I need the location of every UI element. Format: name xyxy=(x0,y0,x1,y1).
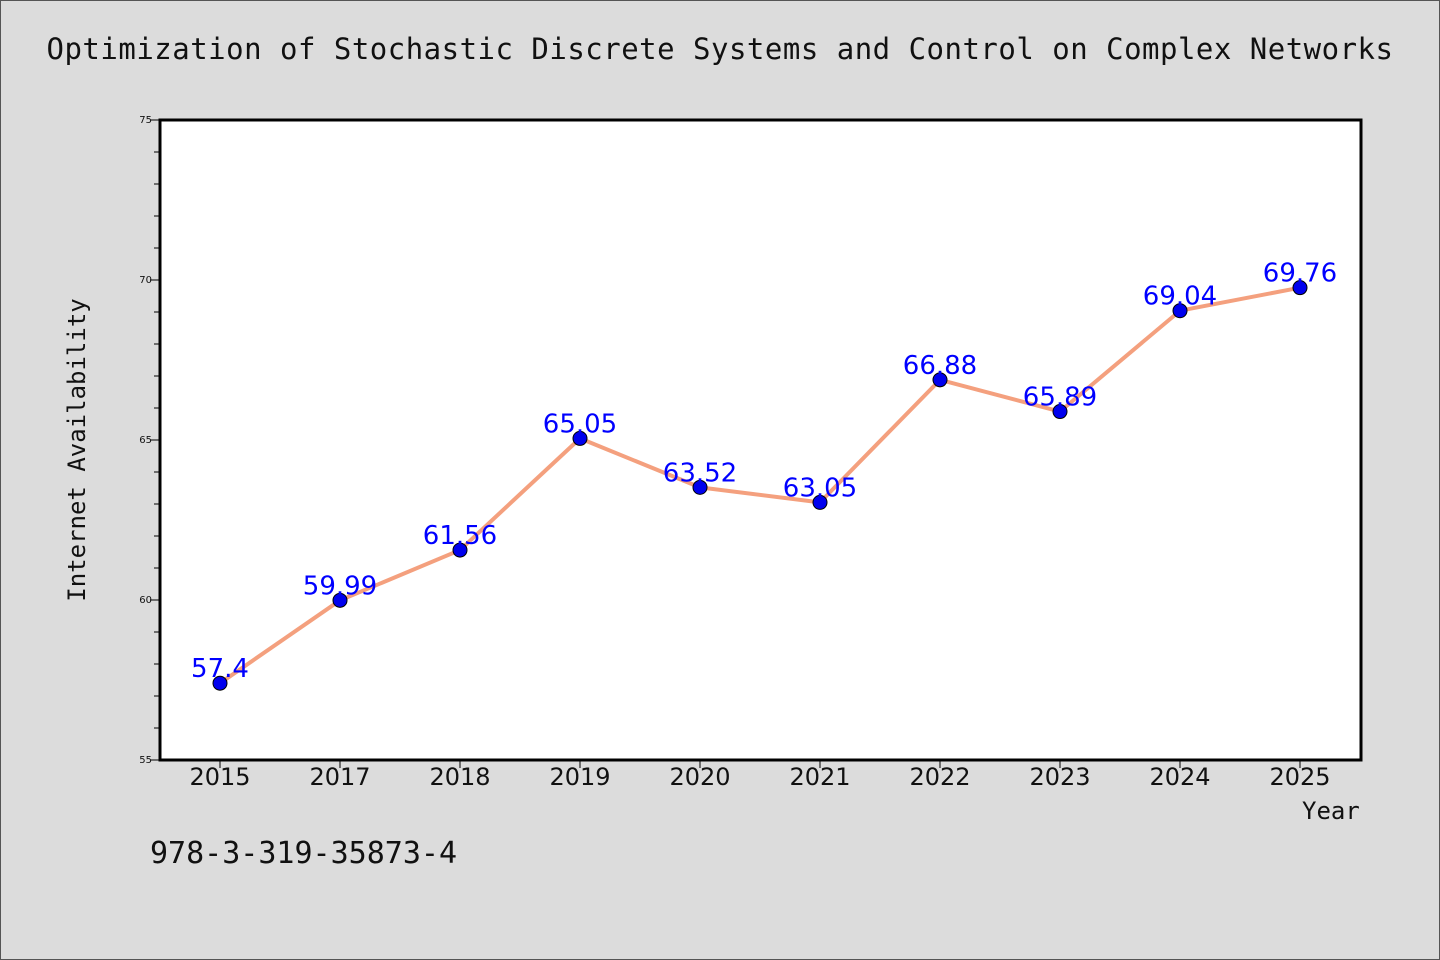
data-point xyxy=(332,592,348,608)
data-point xyxy=(452,542,468,558)
series-line xyxy=(218,285,1302,686)
data-markers xyxy=(212,280,1308,691)
x-tick-label: 2018 xyxy=(429,763,490,791)
y-tick-label: 55 xyxy=(139,755,152,766)
x-tick-label: 2023 xyxy=(1029,763,1090,791)
y-tick-label: 60 xyxy=(139,595,152,606)
data-labels: 57.4 59.99 61.56 65.05 63.52 63.05 66.88 65.89 6… xyxy=(191,259,1337,685)
x-tick-label: 2022 xyxy=(909,763,970,791)
x-axis-label: Year xyxy=(1302,797,1360,825)
data-label: 57.4 xyxy=(191,654,249,684)
x-tick-label: 2024 xyxy=(1149,763,1210,791)
x-axis-ticks: 2015 2017 2018 2019 2020 2021 2022 2023 2024 2025 xyxy=(189,760,1331,791)
data-point xyxy=(692,479,708,495)
data-point xyxy=(1052,404,1068,420)
x-tick-label: 2017 xyxy=(309,763,370,791)
data-point xyxy=(212,675,228,691)
data-label: 59.99 xyxy=(303,571,377,601)
data-point xyxy=(932,372,948,388)
x-tick-label: 2021 xyxy=(789,763,850,791)
y-tick-label: 70 xyxy=(139,275,152,286)
data-point xyxy=(572,430,588,446)
chart-title: Optimization of Stochastic Discrete Syst… xyxy=(46,32,1394,66)
plot-background xyxy=(158,118,1363,762)
x-tick-label: 2020 xyxy=(669,763,730,791)
data-label: 63.52 xyxy=(663,458,737,488)
data-point xyxy=(1292,280,1308,296)
data-label: 63.05 xyxy=(783,473,857,503)
y-tick-label: 65 xyxy=(139,435,152,446)
x-tick-label: 2019 xyxy=(549,763,610,791)
x-tick-label: 2025 xyxy=(1269,763,1330,791)
data-label: 61.56 xyxy=(423,521,497,551)
data-label: 69.04 xyxy=(1143,282,1217,312)
data-point xyxy=(812,494,828,510)
x-tick-label: 2015 xyxy=(189,763,250,791)
isbn-label: 978-3-319-35873-4 xyxy=(150,836,458,871)
y-tick-label: 75 xyxy=(139,115,152,126)
data-label: 66.88 xyxy=(903,351,977,381)
data-label: 69.76 xyxy=(1263,259,1337,289)
data-label: 65.05 xyxy=(543,409,617,439)
data-point xyxy=(1172,303,1188,319)
data-label: 65.89 xyxy=(1023,383,1097,413)
series-line-group xyxy=(218,285,1302,686)
y-axis-ticks: 55 60 65 70 75 xyxy=(139,115,160,766)
